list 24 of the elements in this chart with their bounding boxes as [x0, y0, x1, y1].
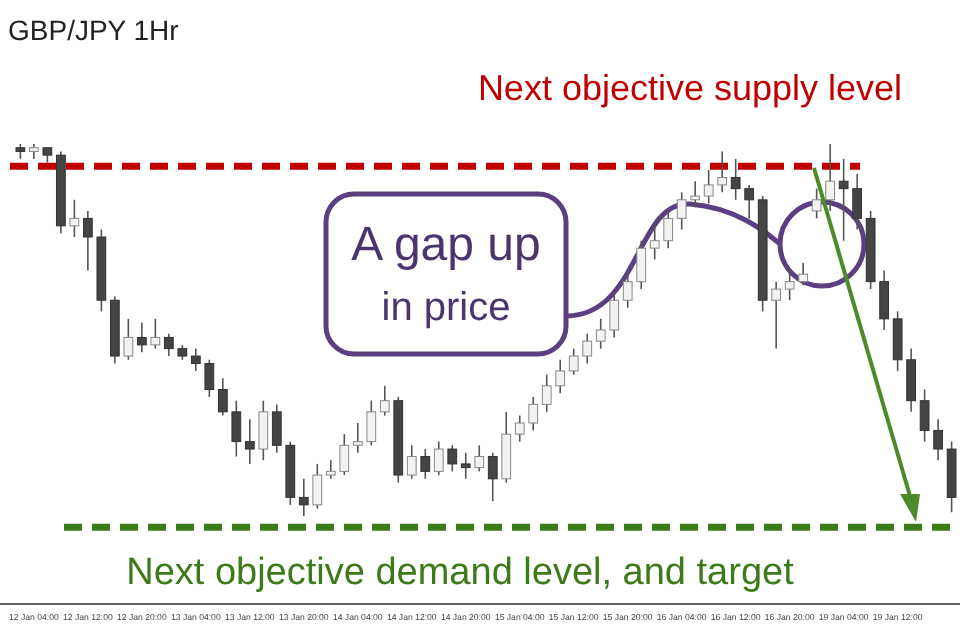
- candlestick: [420, 448, 431, 480]
- candlestick: [136, 321, 147, 354]
- ref-line-label: Next objective supply level: [477, 68, 903, 108]
- chart-title: GBP/JPY 1Hr: [8, 14, 180, 46]
- candlestick: [433, 440, 444, 476]
- candlestick: [811, 187, 822, 220]
- candlestick: [312, 463, 323, 510]
- candlestick: [474, 444, 485, 473]
- candlestick: [258, 399, 269, 461]
- candlestick: [150, 318, 161, 350]
- candlestick: [447, 444, 458, 473]
- candlestick: [501, 411, 512, 484]
- candlestick: [460, 451, 471, 480]
- candlestick: [825, 143, 836, 212]
- candlestick: [379, 385, 390, 417]
- candlestick: [771, 280, 782, 350]
- candlestick: [298, 478, 309, 517]
- candlestick: [69, 199, 80, 238]
- annotation: A gap up in price: [351, 218, 541, 330]
- candlestick: [406, 444, 417, 480]
- candlestick: [244, 418, 255, 465]
- candlestick: [487, 451, 498, 502]
- ref-line-label: Next objective demand level, and target: [126, 552, 796, 594]
- candlestick: [123, 318, 134, 361]
